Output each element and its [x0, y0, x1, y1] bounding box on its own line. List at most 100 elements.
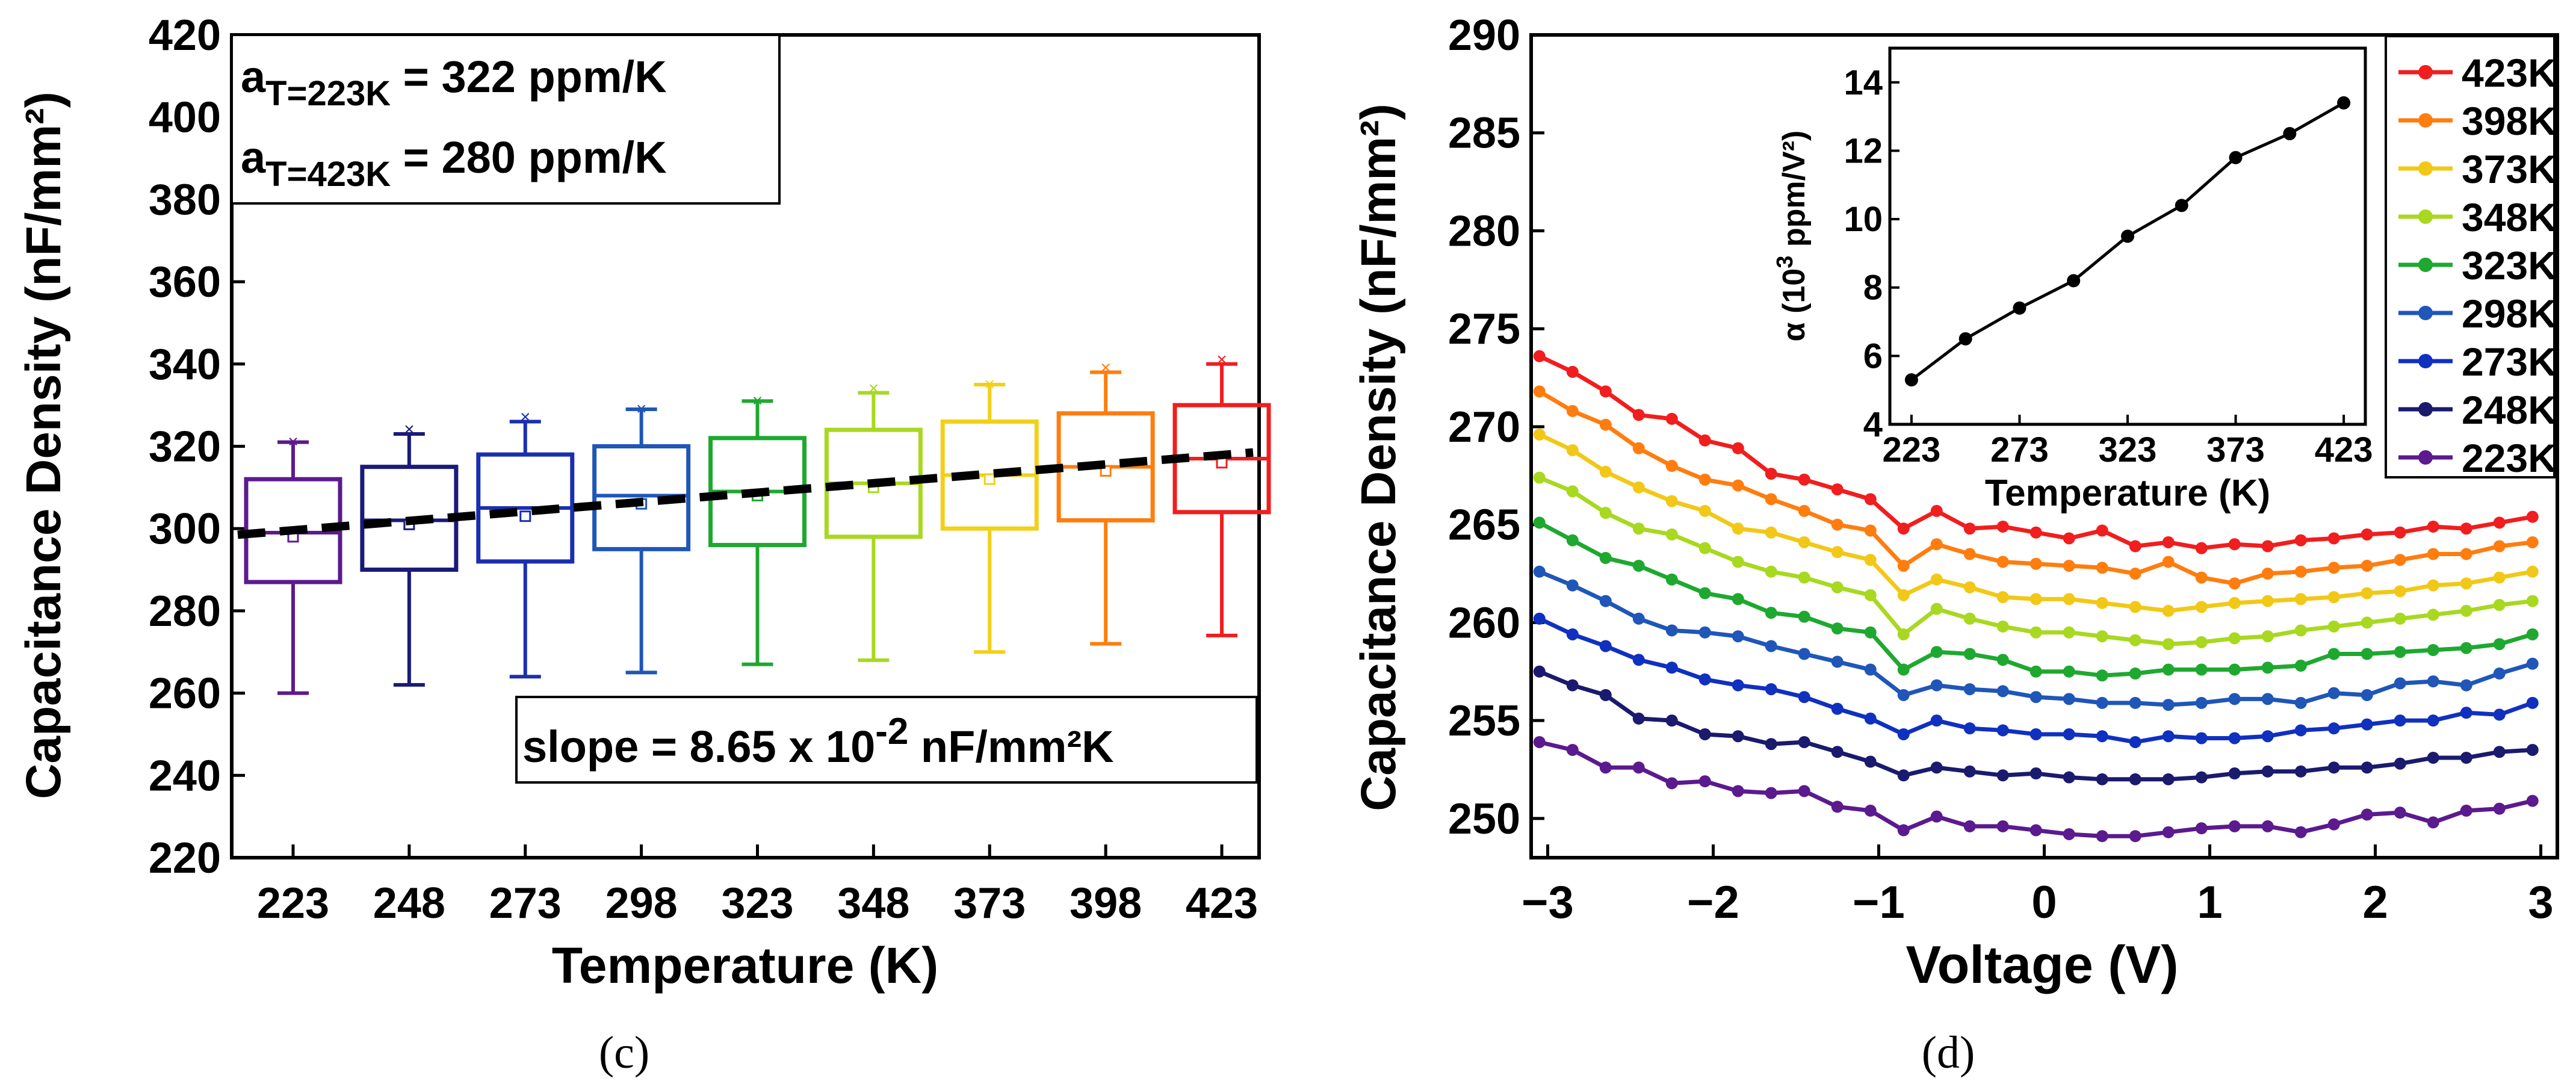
series-point — [1732, 556, 1744, 568]
series-point — [2361, 587, 2373, 599]
inset-series-point — [2067, 274, 2081, 288]
x-tick-label: −1 — [1853, 877, 1905, 928]
series-point — [1533, 385, 1546, 398]
series-point — [1798, 785, 1810, 797]
x-tick-label: 2 — [2362, 877, 2388, 928]
series-point — [2427, 752, 2439, 764]
series-point — [2030, 626, 2042, 639]
series-point — [1996, 556, 2009, 568]
series-point — [2361, 528, 2373, 540]
y-tick-label: 290 — [1448, 11, 1520, 60]
legend-label: 398K — [2462, 99, 2557, 143]
series-point — [1533, 471, 1546, 484]
series-point — [2195, 696, 2208, 709]
series-point — [1930, 810, 1943, 823]
series-point — [2394, 646, 2406, 658]
series-point — [1566, 444, 1579, 457]
series-point — [2030, 767, 2042, 780]
series-point — [1566, 534, 1579, 547]
series-point — [2228, 693, 2241, 705]
inset-y-ticks: 4 6 8 10 12 14 — [1844, 63, 1899, 444]
series-point — [1963, 648, 1976, 660]
series-point — [1698, 542, 1711, 554]
series-point — [2526, 565, 2539, 578]
series-point — [2129, 667, 2141, 680]
series-point — [2361, 648, 2373, 660]
series-point — [2129, 735, 2141, 748]
panel-c-slope-annotation-box — [515, 696, 1258, 784]
y-tick-label: 280 — [1448, 207, 1520, 255]
series-point — [1632, 409, 1645, 421]
panel-c-boxes: × × × × × × × × × — [244, 350, 1271, 695]
series-point — [2327, 532, 2340, 545]
series-point — [2096, 669, 2108, 682]
series-point — [1963, 683, 1976, 696]
inset-x-ticks: 223 273 323 373 423 — [1883, 415, 2373, 469]
series-point — [1566, 485, 1579, 498]
legend-swatch-marker — [2418, 258, 2433, 272]
y-tick-label: 255 — [1448, 697, 1520, 745]
y-tick-label: 420 — [149, 11, 221, 60]
y-tick-label: 260 — [149, 670, 221, 718]
panel-c-box-chart: 220 240 260 280 300 320 340 360 380 400 420 223 248… — [16, 11, 1271, 1078]
legend-label: 223K — [2462, 436, 2557, 480]
series-point — [2261, 730, 2274, 743]
series-point — [1930, 761, 1943, 774]
series-point — [1765, 565, 1777, 578]
series-point — [1632, 654, 1645, 666]
series-point — [2063, 693, 2075, 705]
y-tick-label: 320 — [149, 423, 221, 471]
series-point — [1698, 626, 1711, 639]
series-point — [2129, 634, 2141, 646]
series-point — [1599, 418, 1612, 431]
panel-d-y-ticks: 250 255 260 265 270 275 280 285 290 — [1448, 11, 1544, 843]
series-point — [1798, 473, 1810, 486]
box-max-marker: × — [636, 399, 647, 419]
series-point — [1732, 593, 1744, 605]
series-point — [2228, 632, 2241, 645]
series-point — [2096, 830, 2108, 843]
y-tick-label: 285 — [1448, 110, 1520, 158]
panel-d-y-axis-label: Capacitance Density (nF/mm²) — [1351, 104, 1406, 811]
series-point — [1665, 624, 1678, 637]
series-point — [2327, 687, 2340, 699]
series-point — [1599, 507, 1612, 519]
legend-swatch-marker — [2418, 161, 2433, 176]
series-point — [2030, 593, 2042, 605]
series-point — [2427, 579, 2439, 592]
series-point — [1698, 587, 1711, 599]
x-tick-label: 1 — [2197, 877, 2222, 928]
series-point — [2327, 620, 2340, 633]
series-point — [1533, 428, 1546, 441]
series-point — [1599, 640, 1612, 652]
series-point — [1599, 465, 1612, 478]
series-point — [2361, 616, 2373, 629]
y-tick-label: 380 — [149, 176, 221, 224]
series-point — [2460, 522, 2472, 535]
series-point — [1698, 728, 1711, 740]
inset-series-point — [2229, 150, 2243, 164]
series-point — [1765, 493, 1777, 506]
y-tick-label: 220 — [149, 834, 221, 882]
series-point — [2493, 638, 2506, 651]
legend-label: 273K — [2462, 339, 2557, 384]
series-point — [2096, 730, 2108, 743]
series-point — [2030, 665, 2042, 678]
series-point — [1533, 350, 1546, 362]
series-point — [1765, 683, 1777, 696]
series-point — [2493, 667, 2506, 680]
series-point — [2129, 773, 2141, 785]
series-point — [1864, 663, 1877, 676]
series-point — [2526, 595, 2539, 607]
x-tick-label: 223 — [257, 879, 329, 927]
series-point — [1533, 516, 1546, 529]
panel-c-x-ticks: 223 248 273 298 323 348 373 398 423 — [257, 844, 1258, 927]
y-tick-label: 275 — [1448, 305, 1520, 353]
series-point — [1864, 554, 1877, 566]
series-point — [2394, 714, 2406, 727]
inset-y-tick-label: 14 — [1844, 63, 1883, 102]
series-point — [2063, 728, 2075, 740]
series-point — [2030, 557, 2042, 570]
inset-y-tick-label: 12 — [1844, 131, 1883, 170]
legend-swatch-marker — [2418, 450, 2433, 465]
